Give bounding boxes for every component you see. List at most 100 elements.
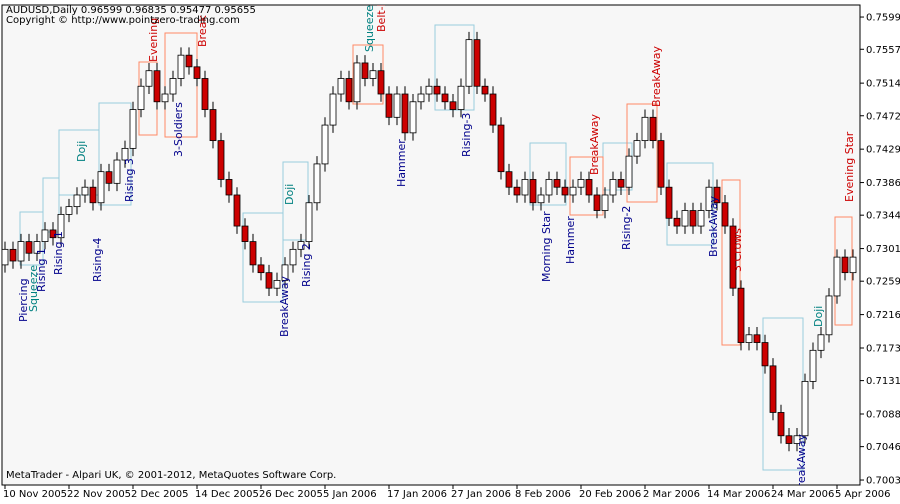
y-tick-label: 0.70030 xyxy=(866,476,900,487)
candle-body xyxy=(305,202,313,242)
candle-body xyxy=(161,93,169,103)
candle-body xyxy=(785,435,793,444)
candle-body xyxy=(2,248,9,266)
chart-subtitle: Copyright © http://www.pointzero-trading… xyxy=(6,15,240,26)
candle-body xyxy=(713,186,721,204)
candle-body xyxy=(129,109,137,149)
pattern-label: Rising 2 xyxy=(300,243,313,287)
pattern-label: BreakAway xyxy=(588,113,601,175)
pattern-box xyxy=(529,142,567,206)
candle-body xyxy=(457,85,465,110)
candle-body xyxy=(9,248,17,262)
candle-body xyxy=(529,179,537,204)
x-tick-label: 2 Dec 2005 xyxy=(131,489,189,500)
candle-body xyxy=(593,194,601,211)
candle-body xyxy=(649,116,657,142)
pattern-label: Doji xyxy=(283,184,296,205)
pattern-label: BreakAway xyxy=(795,433,808,495)
pattern-label: Squeeze xyxy=(363,5,376,52)
pattern-label: Squeeze xyxy=(27,265,40,312)
pattern-label: BreakAway xyxy=(650,45,663,107)
candle-body xyxy=(521,179,529,196)
candle-body xyxy=(657,140,665,188)
candle-body xyxy=(673,217,681,227)
pattern-label: 3 Crows xyxy=(731,228,744,272)
candle-body xyxy=(217,140,225,180)
candle-body xyxy=(433,85,441,95)
candle-body xyxy=(705,186,713,211)
candle-body xyxy=(73,194,81,208)
candle-body xyxy=(473,39,481,87)
x-tick-label: 14 Dec 2005 xyxy=(195,489,259,500)
candle-body xyxy=(177,54,185,79)
x-tick-label: 5 Jan 2006 xyxy=(323,489,377,500)
candle-body xyxy=(449,101,457,110)
candle-body xyxy=(489,93,497,126)
candle-body xyxy=(737,287,745,343)
candle-body xyxy=(209,109,217,142)
pattern-box xyxy=(626,103,658,203)
pattern-label: Rising 3 xyxy=(123,158,136,202)
plot-area xyxy=(1,4,861,486)
candle-body xyxy=(553,179,561,188)
candle-body xyxy=(849,256,857,274)
candle-body xyxy=(721,202,729,227)
candle-body xyxy=(57,213,65,239)
candle-body xyxy=(609,179,617,196)
pattern-label: Morning Star xyxy=(540,211,553,282)
candle-body xyxy=(409,101,417,134)
pattern-box xyxy=(98,102,132,206)
y-tick-label: 0.75991 xyxy=(866,13,900,24)
pattern-box xyxy=(721,179,741,346)
candle-body xyxy=(121,147,129,161)
pattern-label: Doji xyxy=(75,141,88,162)
x-tick-label: 17 Jan 2006 xyxy=(387,489,447,500)
pattern-label: Rising-3 xyxy=(460,113,473,157)
candle-body xyxy=(601,194,609,211)
candle-body xyxy=(225,179,233,196)
pattern-label: Hammer xyxy=(395,139,408,187)
candle-body xyxy=(153,70,161,103)
pattern-label: 3-Soldiers xyxy=(172,102,185,157)
candle-body xyxy=(577,179,585,188)
candle-body xyxy=(825,295,833,336)
candle-body xyxy=(345,78,353,103)
candle-body xyxy=(537,194,545,204)
candle-body xyxy=(105,171,113,184)
candle-body xyxy=(385,93,393,118)
candle-body xyxy=(289,248,297,266)
pattern-label: Rising 1 xyxy=(52,231,65,275)
pattern-label: Doji xyxy=(812,306,825,327)
candle-body xyxy=(761,342,769,367)
candle-body xyxy=(281,264,289,281)
candle-body xyxy=(641,116,649,142)
candle-body xyxy=(377,70,385,95)
pattern-label: Rising 1 xyxy=(35,248,48,292)
candle-body xyxy=(769,365,777,413)
candle-body xyxy=(497,124,505,173)
candle-body xyxy=(585,179,593,196)
candle-body xyxy=(65,206,73,215)
candle-body xyxy=(817,334,825,351)
candle-body xyxy=(241,225,249,242)
candle-body xyxy=(545,179,553,196)
candle-body xyxy=(137,85,145,110)
candle-body xyxy=(313,163,321,204)
candle-body xyxy=(369,70,377,79)
candle-body xyxy=(297,241,305,250)
pattern-label: Hammer xyxy=(564,216,577,264)
candle-body xyxy=(481,85,489,95)
x-tick-label: 24 Mar 2006 xyxy=(771,489,834,500)
x-tick-label: 2 Mar 2006 xyxy=(643,489,700,500)
x-tick-label: 26 Dec 2005 xyxy=(259,489,323,500)
candle-body xyxy=(25,241,33,254)
pattern-box xyxy=(242,212,284,303)
